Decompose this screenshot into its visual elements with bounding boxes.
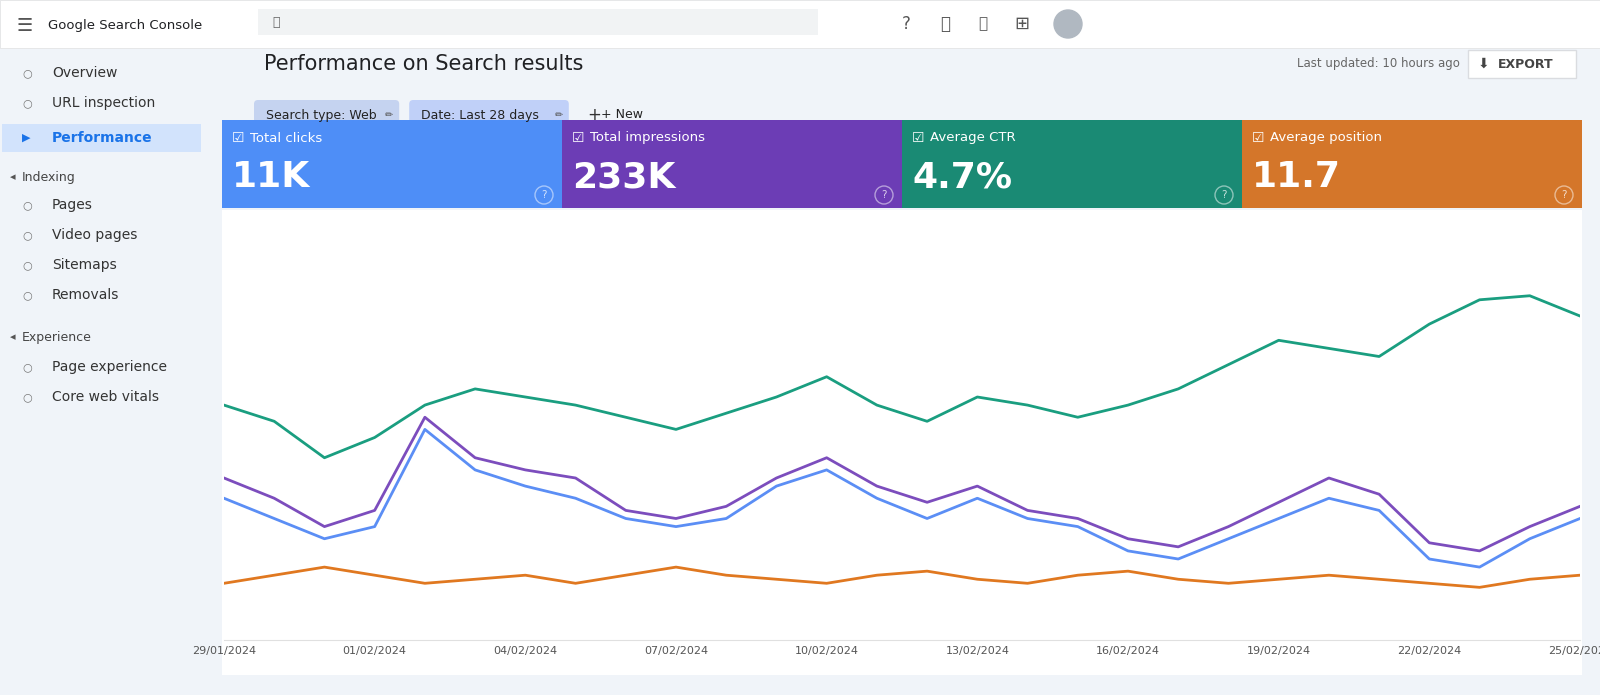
Bar [0,0,1600,48]
Text: Page experience: Page experience [51,360,166,374]
Text: Sitemaps: Sitemaps [51,258,117,272]
Text: EXPORT: EXPORT [1498,58,1554,70]
Text: Core web vitals: Core web vitals [51,390,158,404]
Text: ◂: ◂ [10,332,16,342]
Text: ▶: ▶ [22,133,30,143]
Text: Experience: Experience [22,331,91,343]
Circle shape [1054,10,1082,38]
Bar [2,124,202,152]
Text: ☑: ☑ [1251,131,1264,145]
Text: Date: Last 28 days: Date: Last 28 days [421,108,539,122]
Text: Indexing: Indexing [22,170,75,183]
Text: Overview: Overview [51,66,117,80]
Bar [222,120,562,208]
Text: ○: ○ [22,290,32,300]
Bar [1469,50,1576,78]
Text: ✏: ✏ [386,110,394,120]
Text: Pages: Pages [51,198,93,212]
Text: Average position: Average position [1270,131,1382,145]
Bar [562,120,902,208]
Text: ⊞: ⊞ [1014,15,1029,33]
Text: ☰: ☰ [16,17,32,35]
Text: ○: ○ [22,260,32,270]
Text: ☑: ☑ [912,131,925,145]
Text: ?: ? [1221,190,1227,200]
Text: 233K: 233K [573,160,675,194]
Text: Google Search Console: Google Search Console [48,19,202,33]
Bar [258,9,818,35]
Text: ?: ? [901,15,910,33]
Bar [0,0,205,695]
Text: ?: ? [882,190,886,200]
Bar [1242,120,1582,208]
Text: Performance on Search results: Performance on Search results [264,54,584,74]
Text: ○: ○ [22,392,32,402]
Text: ?: ? [541,190,547,200]
Text: 🔔: 🔔 [979,17,987,31]
Text: URL inspection: URL inspection [51,96,155,110]
Text: ○: ○ [22,98,32,108]
Text: 11.7: 11.7 [1251,160,1341,194]
FancyBboxPatch shape [254,100,400,130]
FancyBboxPatch shape [410,100,570,130]
Text: ?: ? [1562,190,1566,200]
Text: Average CTR: Average CTR [930,131,1016,145]
Text: Total clicks: Total clicks [250,131,322,145]
Text: ○: ○ [22,362,32,372]
Text: ○: ○ [22,68,32,78]
Text: 🔍: 🔍 [272,15,280,28]
Text: ○: ○ [22,200,32,210]
Text: Removals: Removals [51,288,120,302]
Text: 👤: 👤 [941,15,950,33]
Text: ◂: ◂ [10,172,16,182]
Text: + New: + New [602,108,643,122]
Text: Video pages: Video pages [51,228,138,242]
Bar [902,120,1242,208]
Text: ✏: ✏ [555,110,563,120]
Text: Search type: Web: Search type: Web [266,108,376,122]
Text: 11K: 11K [232,160,310,194]
Text: Performance: Performance [51,131,152,145]
Text: +: + [587,106,600,124]
Text: 4.7%: 4.7% [912,160,1013,194]
Text: Total impressions: Total impressions [590,131,706,145]
Bar [222,210,1582,675]
Text: ⬇: ⬇ [1478,57,1490,71]
Text: Last updated: 10 hours ago: Last updated: 10 hours ago [1298,58,1459,70]
Text: ☑: ☑ [232,131,245,145]
Text: ☑: ☑ [573,131,584,145]
Text: ○: ○ [22,230,32,240]
